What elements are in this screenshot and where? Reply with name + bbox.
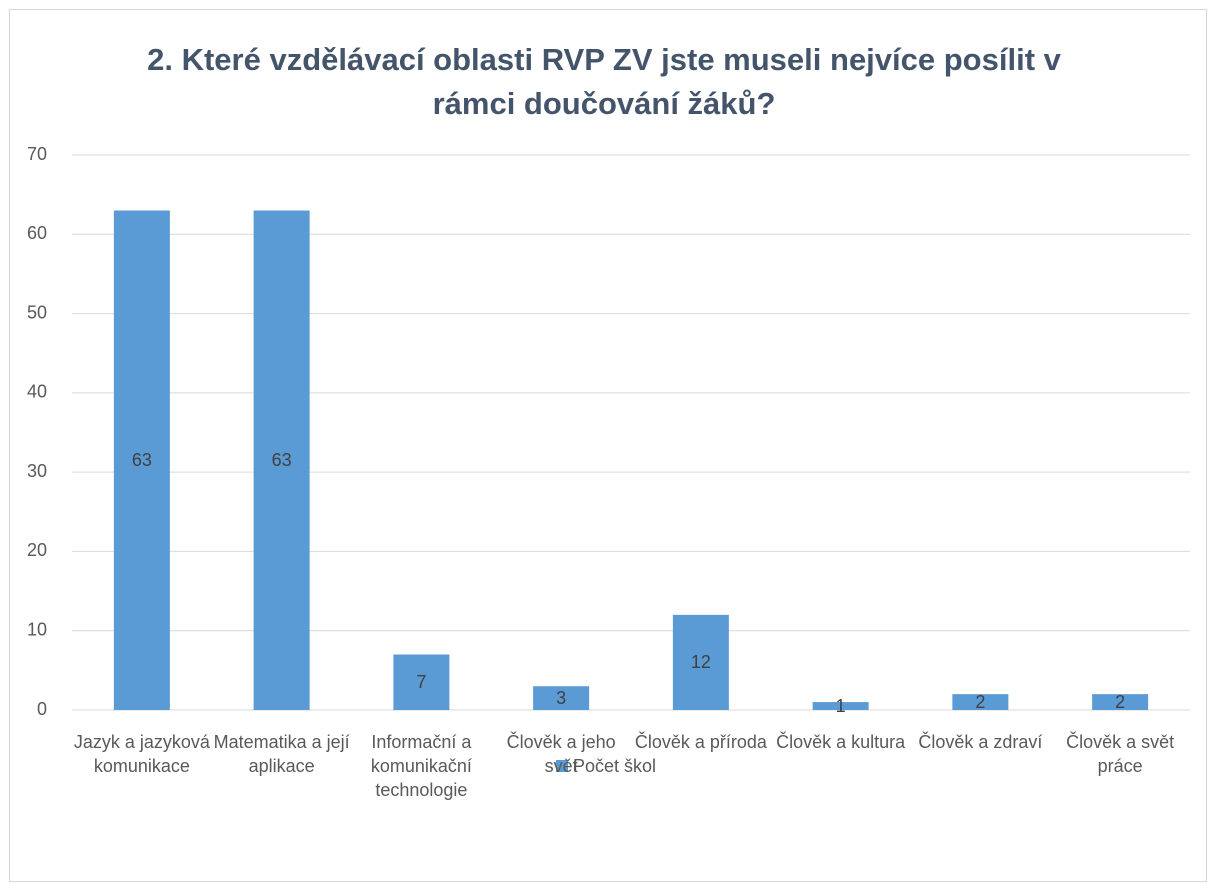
x-tick-label: Člověk a kultura <box>776 732 906 752</box>
data-label: 63 <box>132 450 152 470</box>
y-tick-label: 10 <box>27 619 47 639</box>
x-tick-label: Člověk a jeho svět <box>506 732 616 776</box>
y-tick-label: 0 <box>37 699 47 719</box>
bar <box>393 654 450 710</box>
bar <box>253 210 310 710</box>
chart-title: 2. Které vzdělávací oblasti RVP ZV jste … <box>147 42 1061 121</box>
x-tick-label: Matematika a její aplikace <box>213 732 350 776</box>
x-tick-label: Jazyk a jazyková komunikace <box>73 732 210 776</box>
data-label: 7 <box>416 672 426 692</box>
bar <box>672 614 729 710</box>
y-tick-label: 40 <box>27 382 47 402</box>
data-label: 1 <box>836 696 846 716</box>
data-label: 2 <box>975 692 985 712</box>
y-tick-label: 20 <box>27 540 47 560</box>
y-tick-label: 30 <box>27 461 47 481</box>
x-tick-label: Člověk a zdraví <box>918 732 1043 752</box>
y-tick-label: 60 <box>27 223 47 243</box>
legend-swatch <box>556 760 568 772</box>
bar <box>533 686 590 710</box>
x-tick-label: Člověk a svět práce <box>1066 732 1175 776</box>
bar <box>1092 694 1149 710</box>
bar <box>812 702 869 710</box>
x-tick-label: Informační a komunikační technologie <box>370 732 472 800</box>
y-tick-label: 70 <box>27 144 47 164</box>
legend-label: Počet škol <box>573 756 656 776</box>
chart-border <box>9 9 1207 882</box>
bar <box>113 210 170 710</box>
y-tick-label: 50 <box>27 302 47 322</box>
data-label: 12 <box>691 652 711 672</box>
data-label: 63 <box>272 450 292 470</box>
data-label: 3 <box>556 688 566 708</box>
data-label: 2 <box>1115 692 1125 712</box>
x-tick-label: Člověk a příroda <box>634 732 767 752</box>
bar <box>952 694 1009 710</box>
